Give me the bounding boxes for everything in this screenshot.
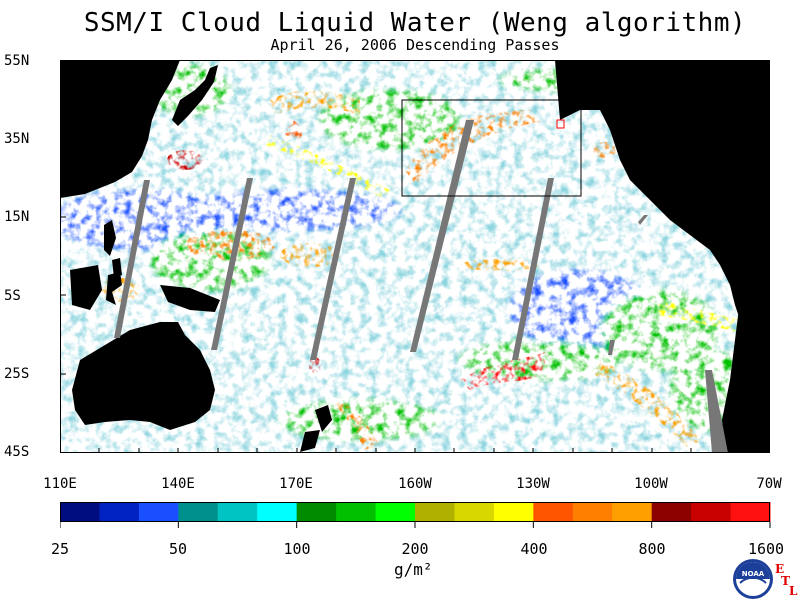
etl-letter-t: T xyxy=(781,574,790,588)
lat-label-55n: 55N xyxy=(4,53,30,69)
cloud-water-map xyxy=(60,60,770,453)
lat-label-25s: 25S xyxy=(4,366,30,382)
lon-label-110e: 110E xyxy=(43,476,77,492)
colorbar-swatch xyxy=(730,502,771,522)
colorbar-tick-400: 400 xyxy=(520,540,548,558)
colorbar-swatch xyxy=(415,502,455,522)
lat-label-5s: 5S xyxy=(4,288,21,304)
land-masses xyxy=(60,60,770,453)
lon-label-70w: 70W xyxy=(756,476,782,492)
map-subtitle: April 26, 2006 Descending Passes xyxy=(270,36,560,54)
lat-label-45s: 45S xyxy=(4,444,30,460)
colorbar-swatch xyxy=(60,502,100,522)
lon-label-100w: 100W xyxy=(634,476,668,492)
colorbar-swatch xyxy=(651,502,692,522)
colorbar-swatch xyxy=(257,502,298,522)
colorbar-tick-1600: 1600 xyxy=(747,540,785,558)
colorbar-swatch xyxy=(99,502,140,522)
colorbar-swatch xyxy=(375,502,416,522)
lat-label-15n: 15N xyxy=(4,209,30,225)
map-frame xyxy=(60,60,770,453)
colorbar-tick-100: 100 xyxy=(283,540,311,558)
colorbar-swatch xyxy=(533,502,574,522)
lon-label-170e: 170E xyxy=(279,476,313,492)
colorbar-tick-800: 800 xyxy=(638,540,666,558)
colorbar-swatch xyxy=(493,502,534,522)
colorbar-swatch xyxy=(138,502,179,522)
colorbar-swatch xyxy=(217,502,258,522)
colorbar-tick-200: 200 xyxy=(401,540,429,558)
colorbar-swatch xyxy=(612,502,653,522)
colorbar-swatch xyxy=(572,502,613,522)
colorbar xyxy=(60,502,771,528)
lat-label-35n: 35N xyxy=(4,131,30,147)
colorbar-swatch xyxy=(178,502,219,522)
colorbar-swatch xyxy=(454,502,495,522)
etl-letter-l: L xyxy=(789,584,798,598)
noaa-logo-text: NOAA xyxy=(742,570,765,578)
colorbar-swatch xyxy=(691,502,732,522)
lon-label-130w: 130W xyxy=(516,476,550,492)
missing-data-swaths xyxy=(114,120,728,453)
colorbar-swatch xyxy=(336,502,377,522)
colorbar-tick-50: 50 xyxy=(168,540,188,558)
etl-letter-e: E xyxy=(775,562,785,576)
map-title: SSM/I Cloud Liquid Water (Weng algorithm… xyxy=(83,8,747,38)
lon-label-140e: 140E xyxy=(161,476,195,492)
units-label: g/m² xyxy=(394,560,433,579)
lon-label-160w: 160W xyxy=(398,476,432,492)
noaa-logo: NOAA xyxy=(733,559,773,599)
colorbar-swatch xyxy=(296,502,337,522)
colorbar-tick-25: 25 xyxy=(50,540,70,558)
region-box xyxy=(401,99,582,197)
